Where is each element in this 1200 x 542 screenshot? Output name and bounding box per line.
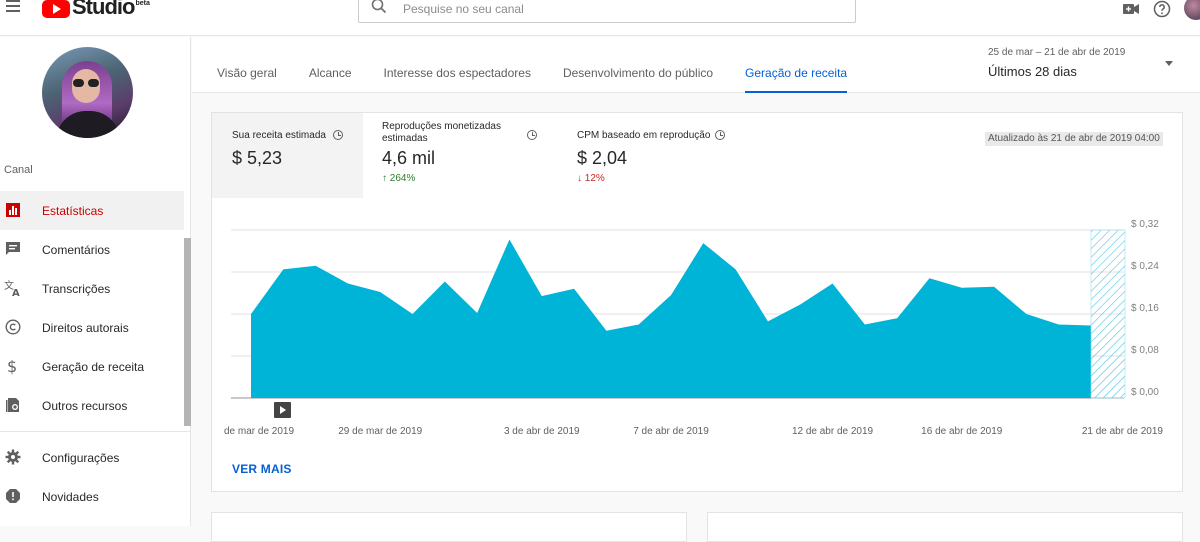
logo-badge: beta — [135, 0, 150, 7]
studio-logo[interactable]: Studio beta — [42, 0, 150, 20]
sidebar-item-label: Geração de receita — [42, 359, 145, 374]
library-icon — [4, 396, 22, 414]
sidebar-item-configuracoes[interactable]: Configurações — [0, 438, 184, 477]
metric-change: 12% — [584, 173, 605, 184]
sidebar-item-label: Estatísticas — [42, 203, 104, 218]
partial-period-area — [1090, 229, 1126, 399]
x-tick-label: 7 de abr de 2019 — [633, 426, 709, 437]
bottom-card-left — [211, 512, 687, 542]
youtube-play-icon — [42, 0, 70, 18]
y-tick-label: $ 0,16 — [1131, 303, 1159, 314]
tab-visao-geral[interactable]: Visão geral — [217, 66, 277, 80]
alert-icon — [4, 487, 22, 505]
revenue-area — [251, 239, 1091, 398]
sidebar-item-novidades[interactable]: Novidades — [0, 477, 184, 516]
chevron-down-icon[interactable] — [1165, 61, 1173, 66]
sidebar-item-comentarios[interactable]: Comentários — [0, 230, 184, 269]
updated-timestamp: Atualizado às 21 de abr de 2019 04:00 — [985, 132, 1163, 146]
analytics-header: Visão geral Alcance Interesse dos espect… — [192, 37, 1200, 93]
logo-text: Studio — [72, 0, 135, 19]
menu-icon[interactable] — [6, 0, 24, 14]
revenue-chart: $ 0,32 $ 0,24 $ 0,16 $ 0,08 $ 0,00 de mar de … — [211, 212, 1183, 442]
create-video-icon[interactable] — [1122, 2, 1140, 16]
y-tick-label: $ 0,32 — [1131, 219, 1159, 230]
change-up-indicator: ↑ 264% — [382, 173, 415, 184]
dollar-icon: $ — [4, 357, 22, 375]
x-tick-label: 16 de abr de 2019 — [921, 426, 1003, 437]
sidebar-item-label: Direitos autorais — [42, 320, 129, 335]
svg-text:文: 文 — [4, 279, 14, 292]
sidebar-item-estatisticas[interactable]: Estatísticas — [0, 191, 184, 230]
y-tick-label: $ 0,24 — [1131, 261, 1159, 272]
top-bar: Studio beta — [0, 0, 1200, 36]
change-down-indicator: ↓ 12% — [577, 173, 605, 184]
search-box — [358, 0, 856, 23]
tab-geracao-de-receita[interactable]: Geração de receita — [745, 37, 848, 93]
sidebar-divider — [0, 425, 191, 432]
metric-change: 264% — [389, 173, 416, 184]
x-tick-label: de mar de 2019 — [224, 426, 294, 437]
bottom-card-right — [707, 512, 1183, 542]
metric-value: $ 2,04 — [577, 148, 628, 168]
account-avatar[interactable] — [1184, 0, 1200, 20]
revenue-chart-svg: $ 0,32 $ 0,24 $ 0,16 $ 0,08 $ 0,00 de mar de … — [224, 219, 1164, 437]
search-input[interactable] — [403, 0, 803, 18]
period-select[interactable]: Últimos 28 dias — [988, 64, 1077, 79]
gear-icon — [4, 448, 22, 466]
tab-alcance[interactable]: Alcance — [308, 66, 352, 80]
sidebar-item-label: Novidades — [42, 489, 99, 504]
tab-desenvolvimento-do-publico[interactable]: Desenvolvimento do público — [562, 66, 714, 80]
sidebar-item-label: Outros recursos — [42, 398, 128, 413]
sidebar-item-label: Configurações — [42, 450, 120, 465]
channel-avatar[interactable] — [42, 47, 133, 138]
arrow-down-icon: ↓ — [577, 173, 582, 184]
tab-interesse-dos-espectadores[interactable]: Interesse dos espectadores — [383, 66, 531, 80]
info-icon[interactable] — [715, 130, 725, 140]
sidebar-item-direitos-autorais[interactable]: Direitos autorais — [0, 308, 184, 347]
bar-chart-icon — [4, 201, 22, 219]
arrow-up-icon: ↑ — [382, 173, 387, 184]
x-tick-label: 29 de mar de 2019 — [338, 426, 422, 437]
sidebar-scrollbar[interactable] — [184, 238, 191, 426]
metric-label: Sua receita estimada — [232, 130, 326, 141]
info-icon[interactable] — [527, 130, 537, 140]
y-tick-label: $ 0,08 — [1131, 345, 1159, 356]
metric-playback-cpm[interactable]: CPM baseado em reprodução $ 2,04 ↓ 12% — [557, 113, 757, 198]
y-tick-label: $ 0,00 — [1131, 387, 1159, 398]
metric-label: CPM baseado em reprodução — [577, 130, 711, 141]
see-more-link[interactable]: VER MAIS — [232, 462, 292, 476]
play-icon — [280, 406, 286, 414]
svg-text:A: A — [12, 288, 20, 297]
sidebar-item-geracao-de-receita[interactable]: $ Geração de receita — [0, 347, 184, 386]
copyright-icon — [4, 318, 22, 336]
sidebar-section-label: Canal — [4, 164, 33, 176]
sidebar-item-outros-recursos[interactable]: Outros recursos — [0, 386, 184, 425]
metric-label: Reproduções monetizadas estimadas — [382, 121, 501, 144]
search-icon[interactable] — [371, 0, 387, 14]
analytics-tabs: Visão geral Alcance Interesse dos espect… — [217, 37, 879, 93]
date-range-label[interactable]: 25 de mar – 21 de abr de 2019 — [988, 47, 1126, 58]
x-tick-label: 3 de abr de 2019 — [504, 426, 580, 437]
svg-text:$: $ — [7, 357, 17, 375]
comment-icon — [4, 240, 22, 258]
metric-estimated-revenue[interactable]: Sua receita estimada $ 5,23 — [212, 113, 363, 198]
metric-value: $ 5,23 — [232, 148, 283, 168]
sidebar-item-label: Transcrições — [42, 281, 111, 296]
info-icon[interactable] — [333, 130, 343, 140]
metric-monetized-playbacks[interactable]: Reproduções monetizadas estimadas 4,6 mi… — [363, 113, 557, 198]
x-tick-label: 21 de abr de 2019 — [1082, 426, 1164, 437]
sidebar-item-label: Comentários — [42, 242, 111, 257]
x-tick-label: 12 de abr de 2019 — [792, 426, 874, 437]
help-icon[interactable] — [1153, 0, 1171, 18]
metric-value: 4,6 mil — [382, 148, 436, 168]
